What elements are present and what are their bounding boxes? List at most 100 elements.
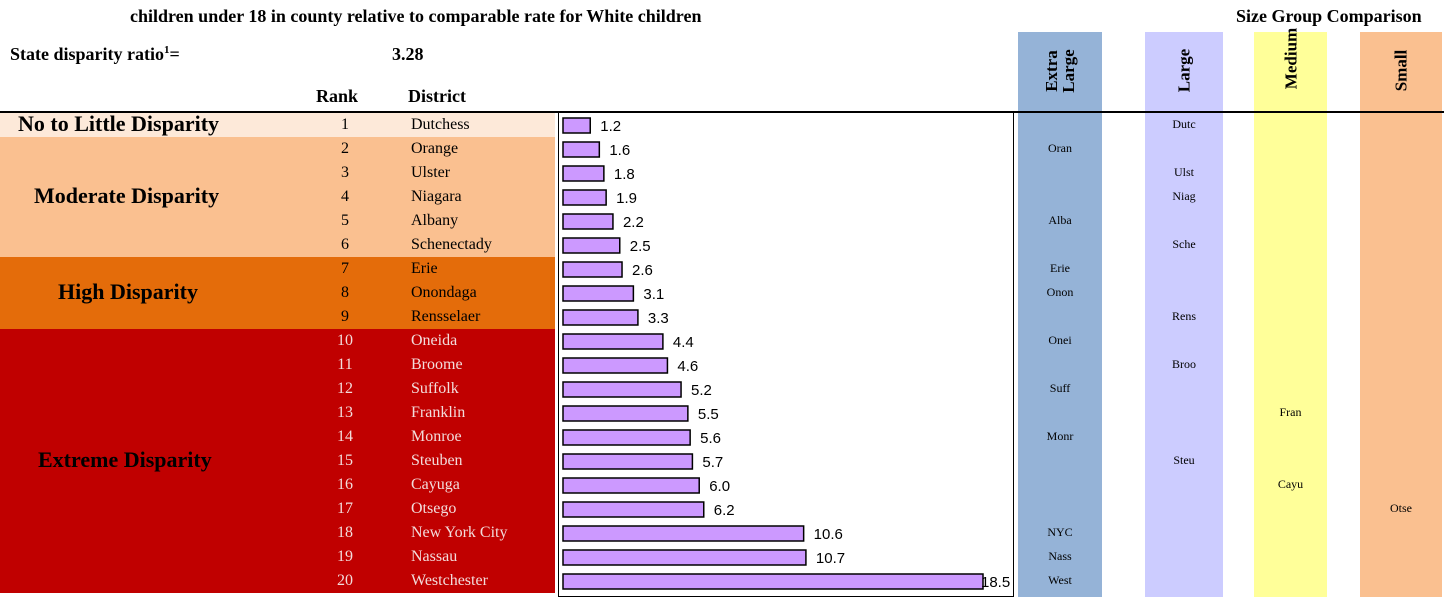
bar-chart-frame: 1.2 1.6 1.8 1.9 2.2 2.5 2.6 3.1 3.3 4.4 4.6 5.2 5.5 5… [558,112,1014,597]
bar-value-label: 6.2 [714,502,735,519]
size-group-abbreviation: Onei [1048,333,1072,347]
state-ratio-label-text: State disparity ratio [10,44,164,64]
district-name: Cayuga [411,476,460,493]
bar [562,141,601,158]
district-name: Broome [411,356,463,373]
district-name: Ulster [411,164,451,181]
bar [562,501,705,518]
bar-value-label: 1.9 [616,190,637,207]
bar [562,477,700,494]
size-group-abbreviation: West [1048,573,1072,587]
bar [562,333,664,350]
band-high-disparity [0,257,555,329]
rank-cell: 1 [341,116,349,133]
size-column-medium [1254,32,1327,597]
rank-cell: 20 [337,572,353,589]
bar-value-label: 3.3 [648,310,669,327]
bar [562,573,984,590]
size-group-abbreviation: Broo [1172,357,1196,371]
size-group-abbreviation: Monr [1046,429,1074,443]
size-column-header: Small [1391,49,1411,92]
rank-cell: 18 [337,524,353,541]
district-name: Orange [411,140,459,157]
size-group-abbreviation: Dutc [1172,117,1196,131]
size-column-header: Extra Large [1042,49,1078,93]
chart-subtitle: children under 18 in county relative to … [130,6,702,26]
district-name: Nassau [411,548,458,565]
band-label: Moderate Disparity [34,183,220,208]
footnote-marker: 1 [163,44,170,56]
district-name: Westchester [411,572,488,589]
bar-value-label: 4.4 [673,334,694,351]
rank-cell: 10 [337,332,353,349]
size-group-abbreviation: Onon [1046,285,1074,299]
district-name: Albany [411,212,459,229]
bar-chart: 1.2 1.6 1.8 1.9 2.2 2.5 2.6 3.1 3.34.4 4.6 5.2 5.5 5… [562,117,1010,591]
rank-header: Rank [316,86,359,106]
bar-value-label: 2.5 [630,238,651,255]
rank-cell: 15 [337,452,353,469]
bar [562,429,691,446]
district-name: Franklin [411,404,466,421]
size-group-abbreviation: Otse [1390,501,1412,515]
district-name: Suffolk [411,380,459,397]
band-no-to-little-disparity [0,113,555,137]
size-group-abbreviation: Steu [1173,453,1195,467]
bar-value-label: 4.6 [677,358,698,375]
bar-value-label: 5.7 [702,454,723,471]
size-group-abbreviation: Fran [1279,405,1302,419]
bar-value-label: 10.7 [816,550,845,567]
district-name: Otsego [411,500,457,517]
bar [562,525,805,542]
band-moderate-disparity [0,137,555,257]
rank-cell: 2 [341,140,349,157]
district-name: Oneida [411,332,458,349]
size-group-abbreviation: Oran [1048,141,1072,155]
district-name: Dutchess [411,116,470,133]
rank-cell: 12 [337,380,353,397]
size-group-abbreviation: Niag [1172,189,1196,203]
district-name: Erie [411,260,438,277]
bar [562,381,682,398]
district-name: Schenectady [411,236,492,253]
bar-value-label: 1.8 [614,166,635,183]
rank-cell: 6 [341,236,349,253]
size-column-header: Medium [1281,27,1300,90]
band-label: Extreme Disparity [38,447,212,472]
bar-value-label: 18.5 [981,574,1010,591]
rank-cell: 11 [337,356,353,373]
rank-cell: 19 [337,548,353,565]
bar [562,285,635,302]
state-ratio-value: 3.28 [392,44,424,64]
band-label: High Disparity [58,279,198,304]
bar [562,405,689,422]
bar-value-label: 10.6 [814,526,843,543]
size-column-extra-large [1018,32,1102,597]
bar [562,549,807,566]
size-group-abbreviation: Sche [1172,237,1196,251]
rank-cell: 3 [341,164,349,181]
bar [562,357,669,374]
size-group-abbreviation: Alba [1048,213,1072,227]
size-group-title: Size Group Comparison [1236,6,1422,26]
size-group-abbreviation: Ulst [1173,165,1194,179]
bar [562,453,694,470]
bar [562,309,639,326]
rank-cell: 8 [341,284,349,301]
size-group-abbreviation: NYC [1047,525,1073,539]
state-ratio-equals: = [169,44,180,64]
bar-value-label: 2.2 [623,214,644,231]
bar [562,261,623,278]
district-name: Monroe [411,428,462,445]
bar [562,213,614,230]
district-name: Onondaga [411,284,477,301]
rank-cell: 16 [337,476,353,493]
bar-value-label: 5.6 [700,430,721,447]
bar-value-label: 5.2 [691,382,712,399]
bar [562,165,605,182]
rank-cell: 4 [341,188,349,205]
rank-cell: 5 [341,212,349,229]
rank-cell: 17 [337,500,353,517]
bar-value-label: 5.5 [698,406,719,423]
size-group-abbreviation: Rens [1172,309,1196,323]
